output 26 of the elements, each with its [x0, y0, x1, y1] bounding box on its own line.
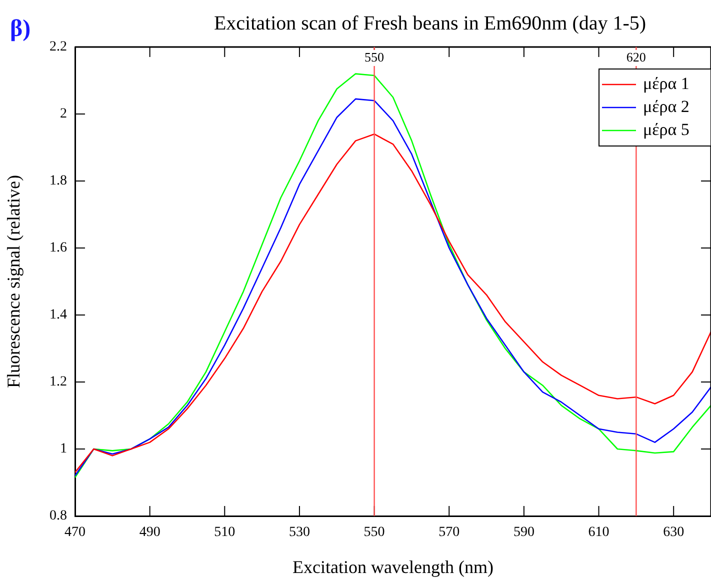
- ref-line-label: 550: [364, 49, 384, 64]
- y-tick-label: 1.8: [50, 174, 67, 189]
- x-axis-title: Excitation wavelength (nm): [292, 556, 494, 577]
- legend-label: μέρα 2: [643, 96, 690, 116]
- y-tick-label: 1.2: [50, 374, 67, 390]
- ref-line-label: 620: [626, 49, 646, 64]
- legend-label: μέρα 5: [643, 120, 690, 139]
- x-tick-label: 590: [513, 525, 534, 540]
- y-tick-label: 2.2: [50, 40, 67, 55]
- y-tick-label: 1.6: [50, 240, 67, 256]
- y-tick-label: 1.4: [50, 308, 67, 323]
- x-tick-label: 470: [64, 525, 86, 540]
- x-tick-label: 490: [139, 525, 160, 540]
- y-axis-title: Fluorescence signal (relative): [4, 175, 24, 388]
- chart-title: Excitation scan of Fresh beans in Em690nm (day 1-5): [214, 12, 646, 34]
- x-tick-label: 570: [438, 525, 460, 540]
- x-tick-label: 510: [214, 525, 236, 540]
- legend-label: μέρα 1: [643, 74, 690, 93]
- text: β): [10, 16, 31, 42]
- x-tick-label: 550: [364, 525, 385, 540]
- y-tick-label: 0.8: [50, 508, 67, 524]
- x-tick-label: 530: [288, 525, 310, 540]
- x-tick-label: 610: [588, 525, 610, 540]
- x-tick-label: 630: [663, 525, 684, 540]
- y-tick-label: 1: [60, 442, 67, 457]
- y-tick-label: 2: [60, 106, 67, 122]
